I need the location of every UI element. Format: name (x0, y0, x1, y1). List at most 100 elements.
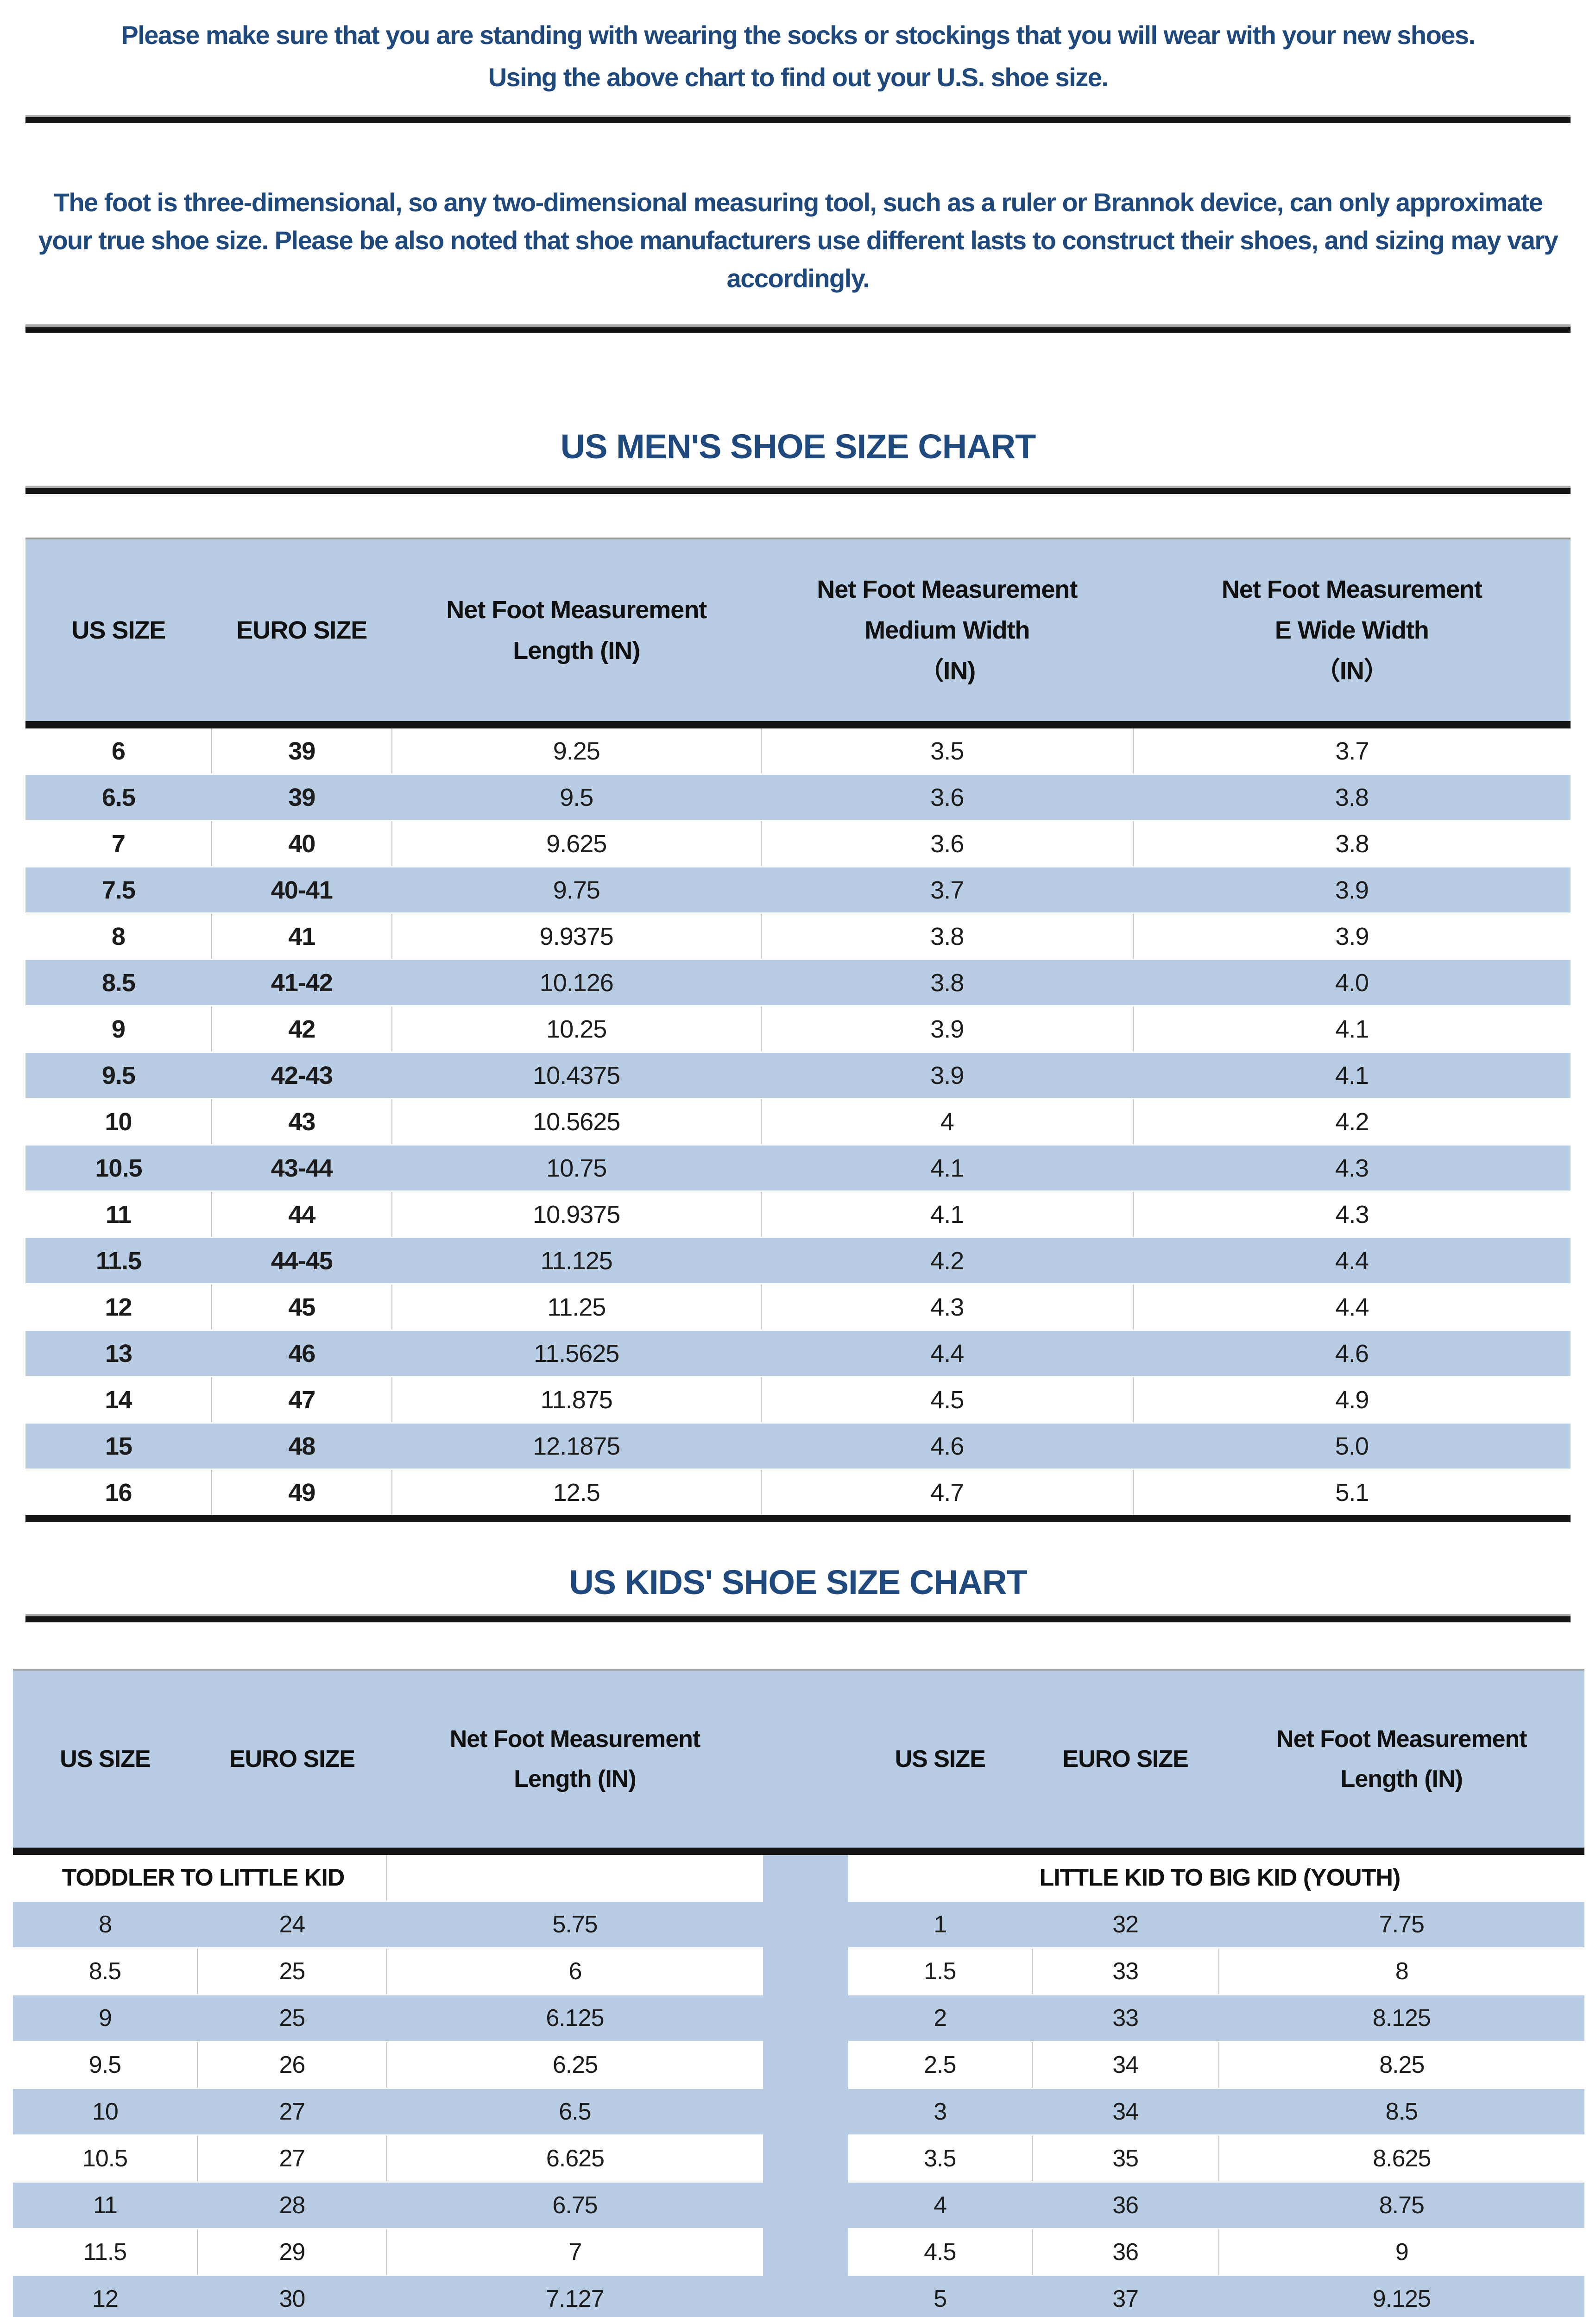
table-cell: 42-43 (211, 1051, 392, 1099)
table-cell: 8.25 (1218, 2041, 1584, 2089)
table-cell: 11.875 (391, 1376, 761, 1423)
divider-column-cell (763, 2228, 848, 2276)
table-cell: 32 (1032, 1900, 1219, 1949)
table-cell: 10.126 (391, 959, 761, 1007)
table-cell: 5.0 (1133, 1422, 1571, 1470)
table-cell: 9 (13, 1994, 197, 2042)
mens-size-table: US SIZE EURO SIZE Net Foot Measurement Len… (25, 538, 1571, 1522)
table-cell: 10.9375 (391, 1191, 761, 1238)
table-cell: 11.5 (83, 2239, 127, 2266)
table-cell: 3.9 (760, 1006, 1133, 1052)
table-cell: 15 (25, 1422, 212, 1470)
divider-column-cell (763, 1851, 848, 1901)
horizontal-rule (25, 1614, 1571, 1622)
table-cell: 9.9375 (391, 913, 761, 960)
divider-column-cell (763, 1670, 848, 1855)
table-cell: 11 (13, 2181, 197, 2229)
divider-column-cell (763, 2135, 848, 2182)
column-header: EURO SIZE (211, 538, 392, 728)
table-cell: 34 (1032, 2088, 1219, 2136)
table-cell: 41-42 (211, 959, 392, 1007)
table-cell: 9.25 (391, 725, 761, 774)
column-header: US SIZE (25, 538, 212, 728)
table-cell: 45 (211, 1284, 392, 1330)
table-cell: 10.25 (391, 1006, 761, 1052)
table-row: 11 28 6.75 4 36 8.75 (13, 2181, 1584, 2229)
table-row: 12 45 11.25 4.3 4.4 (25, 1284, 1571, 1330)
divider-column-cell (763, 2088, 848, 2135)
table-cell: 4.0 (1133, 959, 1571, 1007)
section-label-row: TODDLER TO LITTLE KID LITTLE KID TO BIG K… (13, 1851, 1584, 1901)
table-cell: 33 (1032, 1994, 1219, 2042)
table-row: 6.5 39 9.5 3.6 3.8 (25, 773, 1571, 821)
table-cell: 9.125 (1218, 2275, 1584, 2317)
table-cell: 25 (197, 1994, 387, 2042)
table-cell: 39 (211, 725, 392, 774)
table-cell: 41 (211, 913, 392, 960)
table-cell: 10 (105, 1108, 132, 1136)
mens-header-row: US SIZE EURO SIZE Net Foot Measurement Len… (25, 538, 1571, 728)
table-cell: 29 (196, 2228, 387, 2276)
table-cell: 14 (105, 1386, 132, 1414)
table-cell: 11.25 (391, 1284, 761, 1330)
table-cell: 4 (848, 2181, 1032, 2229)
table-cell: 3.7 (1132, 725, 1571, 774)
table-row: 9 25 6.125 2 33 8.125 (13, 1994, 1584, 2042)
table-cell: 6 (386, 1948, 763, 1995)
table-cell: 25 (196, 1948, 387, 1995)
table-cell: 35 (1031, 2135, 1219, 2182)
kids-header-row: US SIZE EURO SIZE Net Foot Measurement Len… (13, 1670, 1584, 1855)
table-cell: 9.75 (391, 866, 761, 914)
fit-instructions-line2: Using the above chart to find out your U… (488, 63, 1109, 92)
table-cell: 48 (211, 1422, 392, 1470)
table-row: 6 39 9.25 3.5 3.7 (25, 725, 1571, 774)
table-cell: 6.625 (386, 2135, 763, 2182)
table-cell: 4.1 (1132, 1006, 1571, 1052)
table-cell: 7 (386, 2228, 763, 2276)
divider-column-cell (763, 2182, 848, 2229)
table-cell: 11.5 (25, 1237, 212, 1285)
fit-instructions-line1: Please make sure that you are standing w… (121, 20, 1476, 50)
table-cell: 3.5 (760, 725, 1133, 774)
horizontal-rule (25, 486, 1571, 494)
table-cell: 40-41 (211, 866, 392, 914)
kids-chart-title: US KIDS' SHOE SIZE CHART (569, 1563, 1028, 1602)
table-cell: 8 (1218, 1948, 1584, 1995)
column-header: Net Foot Measurement Length (IN) (391, 538, 761, 728)
table-cell: 27 (196, 2135, 387, 2182)
column-header: EURO SIZE (197, 1670, 387, 1855)
table-cell: 4.5 (760, 1376, 1133, 1423)
column-header: Net Foot Measurement Length (IN) (386, 1670, 763, 1855)
table-cell: 33 (1031, 1948, 1219, 1995)
divider-column-cell (763, 1948, 848, 1995)
table-cell: 30 (197, 2275, 387, 2317)
table-row: 15 48 12.1875 4.6 5.0 (25, 1422, 1571, 1470)
table-cell: 4.1 (1133, 1051, 1571, 1099)
table-cell: 10.75 (391, 1144, 761, 1192)
table-cell: 36 (1032, 2181, 1219, 2229)
table-row: 11.5 44-45 11.125 4.2 4.4 (25, 1237, 1571, 1285)
table-cell: 7.75 (1218, 1900, 1584, 1949)
table-cell: 37 (1032, 2275, 1219, 2317)
table-cell: 10.4375 (391, 1051, 761, 1099)
column-header: US SIZE (13, 1670, 197, 1855)
table-cell: 7.5 (25, 866, 212, 914)
table-cell: 34 (1031, 2041, 1219, 2089)
table-cell: 9.625 (391, 820, 761, 867)
table-cell: 16 (105, 1478, 132, 1507)
table-cell: 8.5 (25, 959, 212, 1007)
table-row: 10 27 6.5 3 34 8.5 (13, 2088, 1584, 2136)
table-cell: 4.2 (1132, 1098, 1571, 1145)
table-row: 9 42 10.25 3.9 4.1 (25, 1006, 1571, 1052)
table-row: 10.5 43-44 10.75 4.1 4.3 (25, 1144, 1571, 1192)
table-cell: 3.9 (761, 1051, 1133, 1099)
table-cell: 11.125 (391, 1237, 761, 1285)
table-cell: 12.1875 (391, 1422, 761, 1470)
table-cell: 4.3 (1133, 1144, 1571, 1192)
divider-column-cell (763, 2041, 848, 2089)
table-cell: 5.1 (1132, 1469, 1571, 1519)
table-cell: 7 (111, 829, 126, 858)
table-row: 7.5 40-41 9.75 3.7 3.9 (25, 866, 1571, 914)
divider-column-cell (763, 1901, 848, 1948)
table-cell: 6.5 (25, 773, 212, 821)
